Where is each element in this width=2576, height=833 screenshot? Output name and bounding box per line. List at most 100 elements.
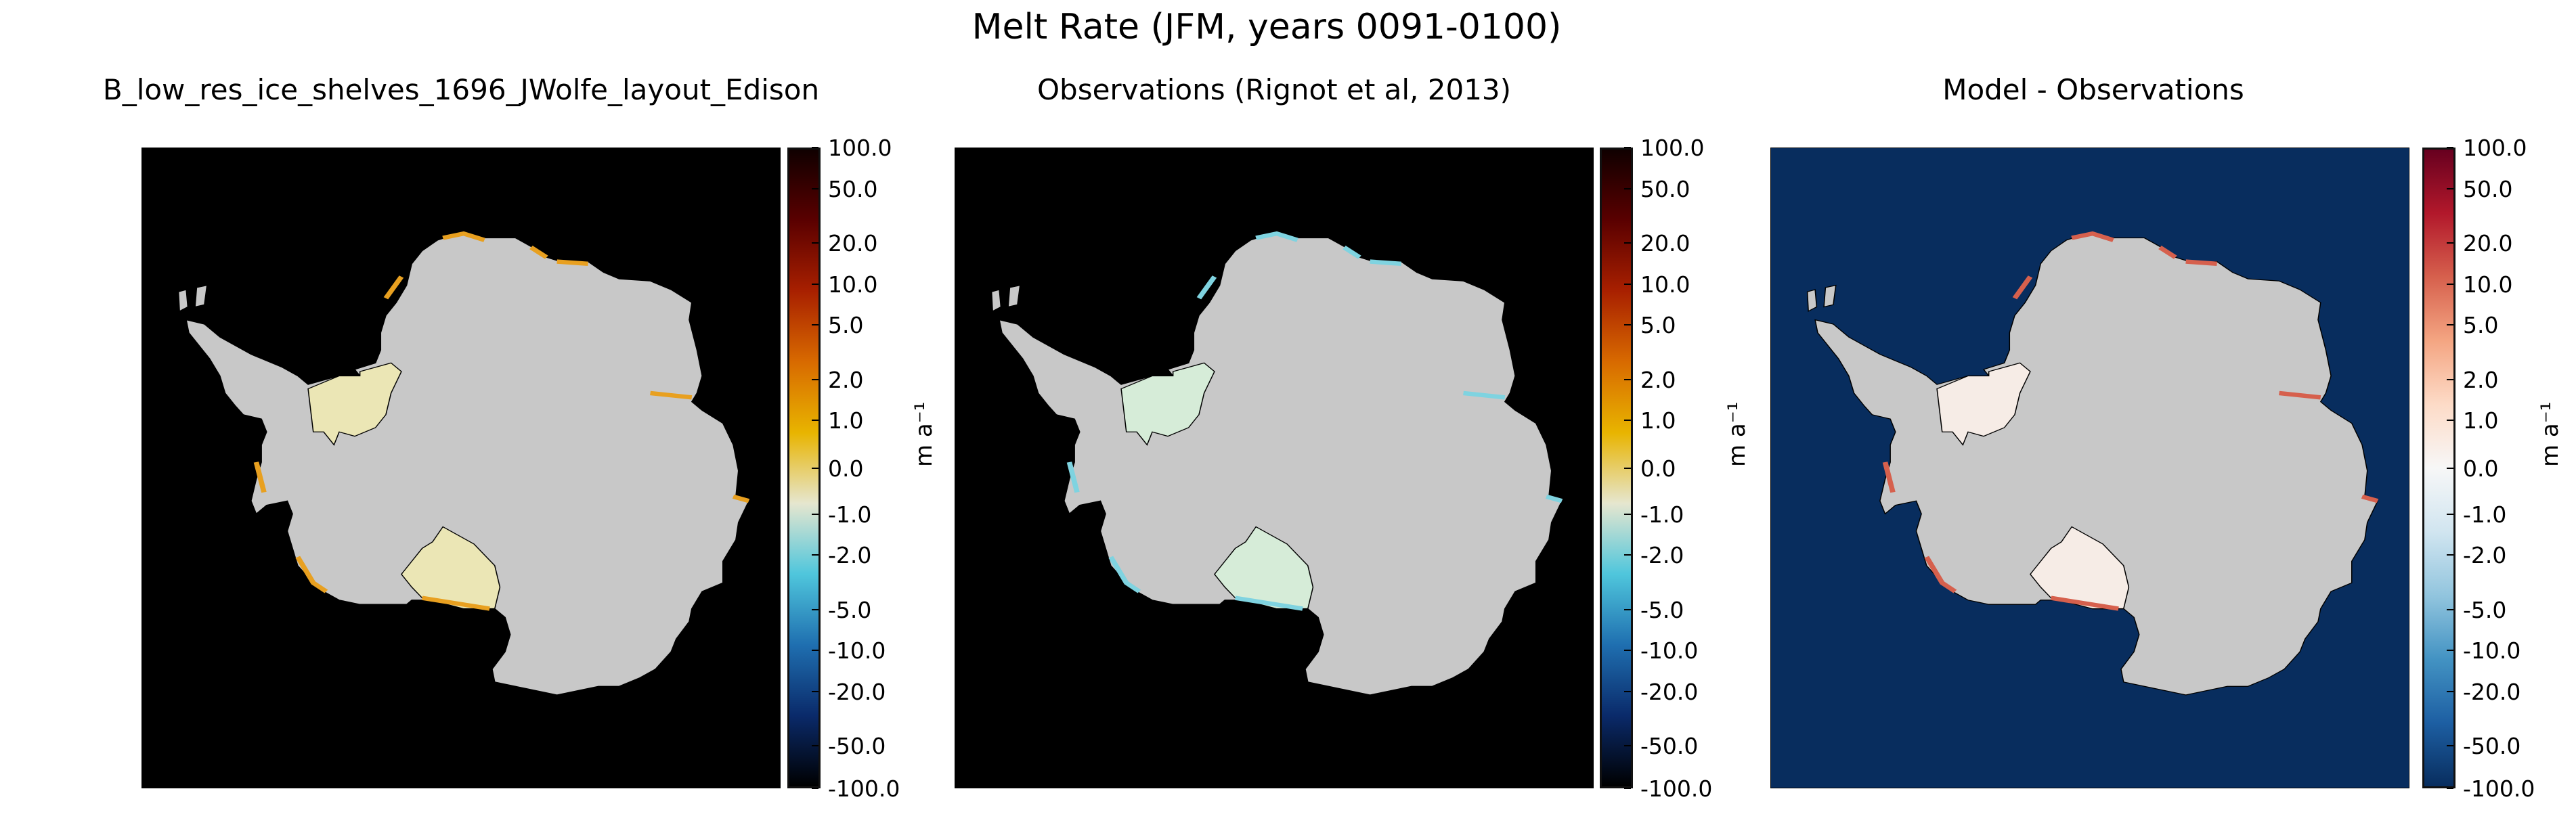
- map-panel: [141, 148, 781, 788]
- colorbar-tick-mark: [2447, 691, 2453, 692]
- colorbar-tick-label: 2.0: [828, 366, 864, 393]
- colorbar-label: m a⁻¹: [911, 401, 938, 467]
- ronne-filchner-ice-shelf: [1120, 362, 1215, 446]
- coastal-shelf-melt: [1234, 595, 1303, 611]
- coastal-shelf-melt: [2050, 595, 2119, 611]
- colorbar-tick-label: -100.0: [2463, 775, 2535, 802]
- coastal-shelf-melt: [2361, 494, 2379, 503]
- colorbar-tick-label: 2.0: [2463, 366, 2499, 393]
- panel-title: Model - Observations: [1942, 73, 2244, 106]
- island: [194, 284, 208, 308]
- colorbar-tick-mark: [2447, 788, 2453, 789]
- coastal-shelf-melt: [529, 246, 548, 259]
- coastal-shelf-melt: [1463, 390, 1506, 400]
- colorbar-tick-mark: [812, 147, 818, 148]
- colorbar-tick-label: 20.0: [1640, 230, 1690, 257]
- colorbar-tick-label: 10.0: [2463, 271, 2513, 298]
- colorbar-tick-mark: [1624, 788, 1631, 789]
- island: [1806, 289, 1818, 312]
- coastal-shelf-melt: [1255, 231, 1298, 242]
- colorbar-label: m a⁻¹: [2537, 401, 2564, 467]
- colorbar-tick-mark: [2447, 513, 2453, 515]
- colorbar-tick-mark: [1624, 147, 1631, 148]
- coastal-shelf-melt: [1882, 461, 1896, 493]
- colorbar-tick-label: 10.0: [1640, 271, 1690, 298]
- colorbar-tick-label: -50.0: [1640, 732, 1699, 759]
- colorbar-tick-mark: [812, 744, 818, 746]
- colorbar-tick-mark: [812, 554, 818, 556]
- colorbar-tick-label: 5.0: [828, 312, 864, 339]
- colorbar-tick-label: -50.0: [828, 732, 886, 759]
- colorbar-tick-label: 50.0: [1640, 175, 1690, 202]
- colorbar-tick-label: 1.0: [828, 407, 864, 434]
- colorbar-tick-label: 20.0: [2463, 230, 2513, 257]
- colorbar-tick-label: 50.0: [2463, 175, 2513, 202]
- colorbar-tick-mark: [812, 513, 818, 515]
- colorbar-tick-label: 2.0: [1640, 366, 1676, 393]
- coastal-shelf-melt: [2012, 275, 2033, 300]
- coastal-shelf-melt: [295, 556, 328, 593]
- colorbar-tick-mark: [2447, 378, 2453, 380]
- coastal-shelf-melt: [1066, 461, 1080, 493]
- colorbar-tick-label: -20.0: [828, 679, 886, 705]
- coastal-shelf-melt: [650, 390, 693, 400]
- antarctica-map: [177, 231, 750, 696]
- colorbar-tick-mark: [1624, 378, 1631, 380]
- colorbar-tick-mark: [812, 788, 818, 789]
- land-mass: [999, 233, 1563, 696]
- colorbar-tick-mark: [812, 420, 818, 422]
- coastal-shelf-melt: [1545, 494, 1563, 503]
- colorbar-tick-mark: [812, 187, 818, 189]
- colorbar-tick-mark: [2447, 420, 2453, 422]
- colorbar-tick-mark: [2447, 608, 2453, 610]
- colorbar-tick-label: 20.0: [828, 230, 878, 257]
- coastal-shelf-melt: [421, 595, 490, 611]
- colorbar-tick-mark: [2447, 650, 2453, 652]
- coastal-shelf-melt: [2185, 259, 2217, 266]
- colorbar-tick-label: -5.0: [2463, 596, 2507, 623]
- colorbar-tick-mark: [1624, 650, 1631, 652]
- colorbar-tick-label: 100.0: [2463, 135, 2527, 161]
- colorbar-tick-label: -1.0: [1640, 501, 1684, 528]
- coastal-shelf-melt: [2158, 246, 2177, 259]
- colorbar-tick-label: -2.0: [828, 542, 872, 569]
- colorbar-tick-label: 0.0: [1640, 455, 1676, 482]
- colorbar-tick-label: -10.0: [2463, 637, 2521, 665]
- panel-title: B_low_res_ice_shelves_1696_JWolfe_layout…: [102, 73, 820, 106]
- antarctica-map: [990, 231, 1563, 696]
- colorbar-tick-label: -10.0: [828, 637, 886, 665]
- colorbar-tick-label: -20.0: [2463, 679, 2521, 705]
- island: [177, 289, 189, 312]
- land-mass: [185, 233, 750, 696]
- coastal-shelf-melt: [2071, 231, 2114, 242]
- coastal-shelf-melt: [253, 461, 267, 493]
- colorbar-tick-mark: [1624, 324, 1631, 326]
- island: [990, 289, 1002, 312]
- ronne-filchner-ice-shelf: [1936, 362, 2031, 446]
- island: [1823, 284, 1837, 308]
- colorbar-tick-mark: [1624, 420, 1631, 422]
- colorbar-tick-label: 50.0: [828, 175, 878, 202]
- colorbar-tick-mark: [812, 324, 818, 326]
- coastal-shelf-melt: [732, 494, 750, 503]
- colorbar-tick-label: -100.0: [828, 775, 900, 802]
- colorbar-tick-mark: [2447, 467, 2453, 469]
- colorbar-tick-mark: [1624, 242, 1631, 244]
- coastal-shelf-melt: [1108, 556, 1141, 593]
- colorbar-tick-mark: [2447, 744, 2453, 746]
- colorbar-tick-mark: [1624, 608, 1631, 610]
- colorbar-tick-label: -2.0: [1640, 542, 1684, 569]
- colorbar-tick-mark: [812, 242, 818, 244]
- colorbar-tick-label: 10.0: [828, 271, 878, 298]
- colorbar-tick-label: 5.0: [1640, 312, 1676, 339]
- figure-title: Melt Rate (JFM, years 0091-0100): [972, 7, 1562, 47]
- coastal-shelf-melt: [442, 231, 485, 242]
- colorbar-tick-label: 1.0: [2463, 407, 2499, 434]
- colorbar-tick-mark: [1624, 467, 1631, 469]
- colorbar-tick-mark: [1624, 691, 1631, 692]
- colorbar-tick-mark: [812, 608, 818, 610]
- colorbar-tick-label: -1.0: [2463, 501, 2507, 528]
- colorbar-tick-mark: [812, 378, 818, 380]
- colorbar-tick-label: -20.0: [1640, 679, 1699, 705]
